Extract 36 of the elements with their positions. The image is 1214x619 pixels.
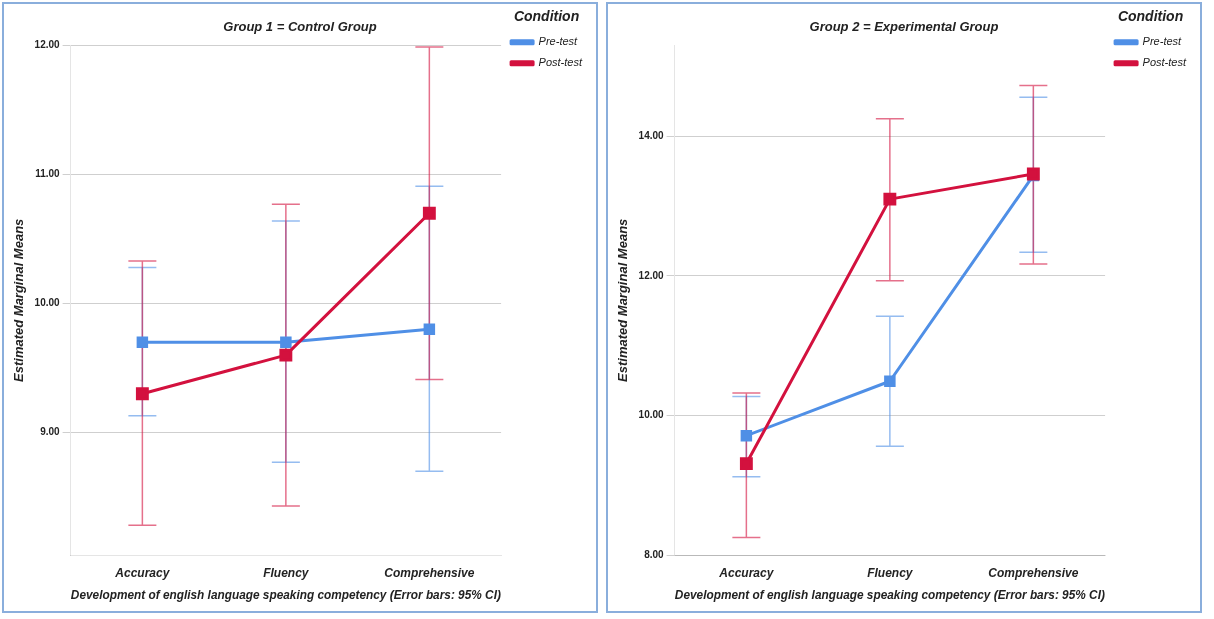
x-tick-label: Fluency [867,565,914,580]
point [422,206,436,220]
x-tick-label: Accuracy [718,565,775,580]
y-tick-label: 12.00 [34,39,61,51]
chart-title: Group 1 = Control Group [223,19,377,35]
y-tick-label: 9.00 [40,426,61,438]
x-axis-title: Development of english language speaking competency (Error bars: 95% CI) [70,587,501,602]
point [136,336,149,348]
point [884,375,896,387]
x-axis-title: Development of english language speaking competency (Error bars: 95% CI) [674,587,1105,602]
legend-label: Pre-test [538,35,579,48]
point [279,348,293,362]
point [740,429,753,442]
y-tick-label: 10.00 [34,297,61,309]
point [883,192,897,206]
legend-label: Pre-test [1142,35,1183,48]
legend-label: Post-test [538,56,583,69]
y-axis-title: Estimated Marginal Means [11,218,27,382]
point [280,336,292,348]
legend-title: Condition [1117,7,1184,24]
x-tick-label: Comprehensive [988,565,1079,580]
y-axis-title: Estimated Marginal Means [615,218,631,382]
y-tick-label: 12.00 [638,269,665,281]
y-tick-label: 8.00 [644,548,665,560]
y-tick-label: 14.00 [638,130,665,142]
legend-label: Post-test [1142,56,1187,69]
y-tick-label: 11.00 [35,168,61,180]
point [423,323,436,336]
x-tick-label: Fluency [263,565,310,580]
x-tick-label: Comprehensive [384,565,475,580]
x-tick-label: Accuracy [114,565,171,580]
point [739,457,753,471]
chart-title: Group 2 = Experimental Group [809,19,999,35]
legend-title: Condition [513,7,580,24]
y-tick-label: 10.00 [638,409,665,421]
point [135,387,149,401]
